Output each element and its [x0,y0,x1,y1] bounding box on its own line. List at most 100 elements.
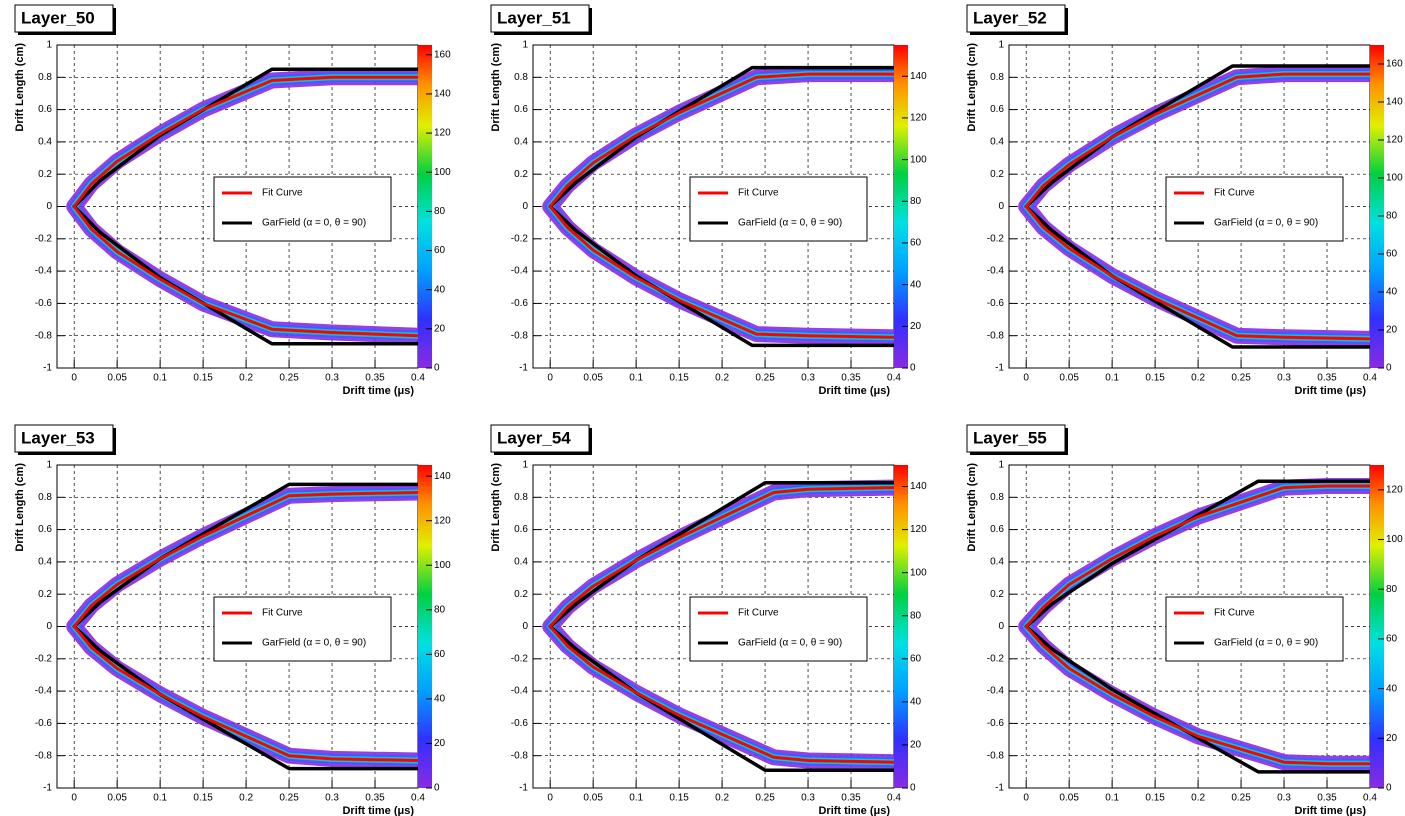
y-tick-label: -1 [995,363,1004,374]
y-tick-label: -0.6 [987,298,1005,309]
y-tick-label: -0.8 [35,330,53,341]
z-tick-label: 0 [1386,783,1392,794]
series-line [548,72,895,339]
y-tick-label: 0 [522,201,528,212]
y-tick-label: -1 [43,783,52,794]
x-tick-label: 0.05 [107,373,127,384]
y-tick-label: -0.4 [987,686,1005,697]
z-tick-label: 120 [1386,484,1403,495]
y-tick-label: 0.8 [990,492,1004,503]
panel: 0 0.05 0.1 0.15 0.2 0.25 0.3 0.35 0.4 -1 -0.8 -0.6 -… [966,424,1403,816]
x-tick-label: 0.25 [1231,373,1251,384]
x-tick-label: 0.3 [1277,373,1291,384]
x-tick-label: 0.4 [411,793,425,804]
z-tick-label: 160 [434,49,451,60]
y-axis-label: Drift Length (cm) [490,463,502,552]
y-tick-label: 0.4 [514,557,528,568]
x-tick-label: 0.1 [153,373,167,384]
panel: 0 0.05 0.1 0.15 0.2 0.25 0.3 0.35 0.4 -1 -0.8 -0.6 -… [14,424,451,816]
x-tick-label: 0.15 [1145,793,1165,804]
z-tick-label: 60 [910,238,922,249]
x-axis-label: Drift time (μs) [818,805,890,816]
x-tick-label: 0.4 [887,793,901,804]
x-tick-label: 0.25 [755,793,775,804]
z-tick-label: 140 [434,89,451,100]
legend-box [689,596,868,662]
x-tick-label: 0 [547,373,553,384]
legend-box [213,176,392,242]
x-axis-label: Drift time (μs) [818,385,890,397]
x-tick-label: 0.3 [325,373,339,384]
x-tick-label: 0.3 [325,793,339,804]
series-line [1024,72,1371,341]
x-tick-label: 0.1 [629,793,643,804]
z-tick-label: 40 [910,279,922,290]
legend-label: GarField (α = 0, θ = 90) [1214,218,1318,229]
series-line [72,75,419,338]
legend-label: GarField (α = 0, θ = 90) [262,218,366,229]
y-axis-label: Drift Length (cm) [966,463,978,552]
series-line [1024,484,1370,766]
z-tick-label: 20 [434,738,446,749]
y-tick-label: -0.8 [987,750,1005,761]
x-tick-label: 0.35 [365,793,385,804]
y-axis-label: Drift Length (cm) [490,43,502,132]
z-tick-label: 20 [434,323,446,334]
colorbar [1370,465,1384,788]
title-box [14,424,114,453]
y-tick-label: 0.4 [38,557,52,568]
y-tick-label: -0.6 [511,298,529,309]
x-tick-label: 0 [1023,373,1029,384]
z-tick-label: 60 [434,649,446,660]
x-tick-label: 0.2 [1191,793,1205,804]
z-tick-label: 100 [1386,534,1403,545]
z-tick-label: 80 [434,206,446,217]
y-axis-label: Drift Length (cm) [966,43,978,132]
y-tick-label: -0.4 [35,266,53,277]
y-tick-label: 0.6 [514,104,528,115]
x-axis-label: Drift time (μs) [342,385,414,397]
title-box [14,4,114,33]
z-tick-label: 60 [1386,634,1398,645]
z-tick-label: 120 [910,113,927,124]
z-tick-label: 100 [434,167,451,178]
y-tick-label: -0.4 [511,266,529,277]
y-tick-label: 0.2 [990,589,1004,600]
x-tick-label: 0.4 [887,373,901,384]
x-tick-label: 0.15 [193,793,213,804]
y-tick-label: 0.2 [38,169,52,180]
z-tick-label: 120 [434,128,451,139]
z-tick-label: 80 [1386,584,1398,595]
x-tick-label: 0.2 [239,373,253,384]
z-tick-label: 20 [910,740,922,751]
x-tick-label: 0.1 [1105,793,1119,804]
y-tick-label: 1 [998,40,1004,51]
legend-label: Fit Curve [1214,188,1255,199]
panel: 0 0.05 0.1 0.15 0.2 0.25 0.3 0.35 0.4 -1 -0.8 -0.6 -… [490,4,927,397]
y-tick-label: -1 [995,783,1004,794]
z-tick-label: 140 [910,71,927,82]
y-tick-label: -0.2 [511,233,529,244]
z-tick-label: 0 [910,783,916,794]
z-tick-label: 60 [434,245,446,256]
x-tick-label: 0.1 [1105,373,1119,384]
y-tick-label: -0.2 [35,233,53,244]
x-axis-label: Drift time (μs) [342,805,414,816]
x-tick-label: 0 [1023,793,1029,804]
panel-title: Layer_51 [497,8,571,27]
y-tick-label: -0.8 [511,750,529,761]
z-tick-label: 40 [1386,287,1398,298]
x-tick-label: 0.4 [1363,793,1377,804]
z-tick-label: 100 [1386,173,1403,184]
z-tick-label: 80 [1386,211,1398,222]
x-tick-label: 0.1 [153,793,167,804]
z-tick-label: 40 [910,697,922,708]
colorbar [894,465,908,788]
y-tick-label: -0.2 [987,653,1005,664]
y-tick-label: 0 [998,621,1004,632]
y-tick-label: 0.8 [38,492,52,503]
z-tick-label: 20 [910,321,922,332]
z-tick-label: 60 [1386,249,1398,260]
y-tick-label: -1 [519,363,528,374]
legend-label: Fit Curve [1214,608,1255,619]
